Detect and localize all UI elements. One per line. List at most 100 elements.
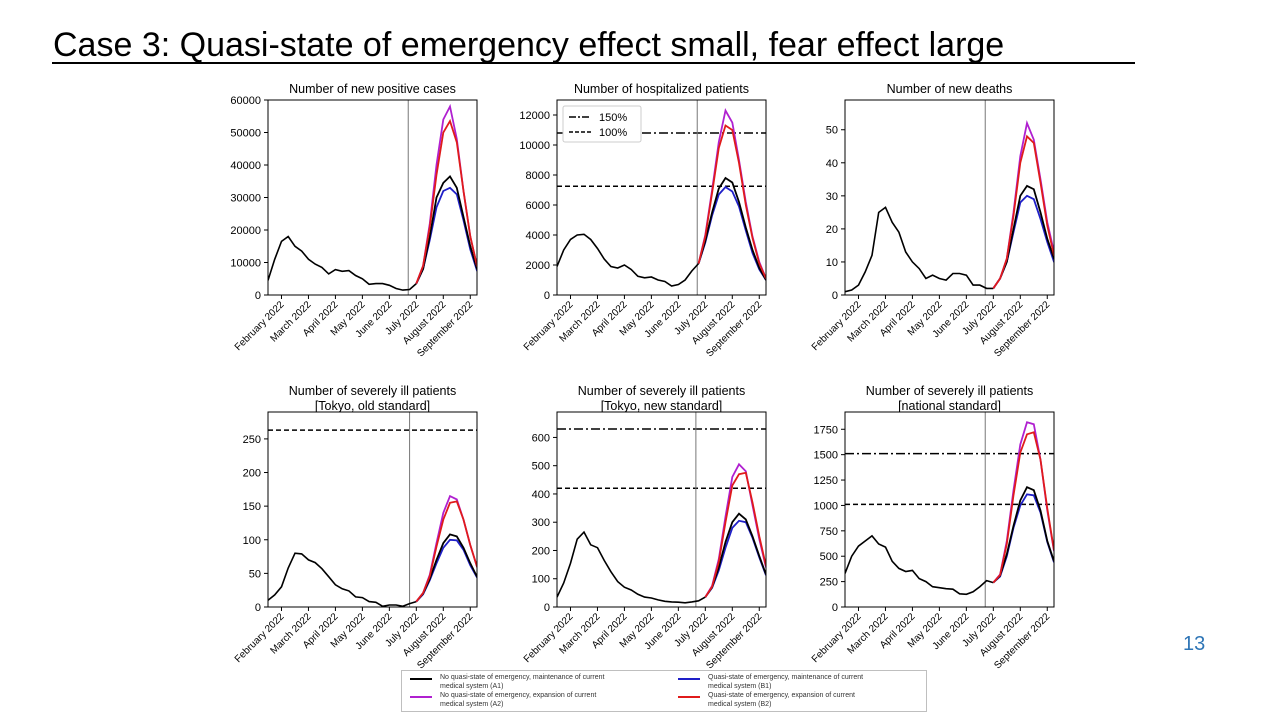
legend-swatch-b1 xyxy=(678,678,700,680)
legend-item-a2: No quasi-state of emergency, expansion o… xyxy=(410,691,610,709)
chart-panel-6: Number of severely ill patients[national… xyxy=(810,384,1055,671)
y-tick-label: 20000 xyxy=(230,225,261,237)
series-line-b2 xyxy=(704,471,766,598)
y-tick-label: 0 xyxy=(544,290,550,302)
y-tick-label: 40000 xyxy=(230,160,261,172)
y-tick-label: 1250 xyxy=(814,475,838,487)
y-tick-label: 500 xyxy=(820,551,838,563)
y-tick-label: 250 xyxy=(820,577,838,589)
y-tick-label: 20 xyxy=(826,224,838,236)
plot-frame xyxy=(267,99,478,296)
y-tick-label: 1000 xyxy=(814,500,838,512)
y-tick-label: 500 xyxy=(532,461,550,473)
chart-title-line: Number of severely ill patients xyxy=(866,384,1033,398)
reference-legend-box xyxy=(562,105,642,143)
y-tick-label: 2000 xyxy=(526,260,550,272)
y-tick-label: 0 xyxy=(544,602,550,614)
y-tick-label: 400 xyxy=(532,489,550,501)
series-line-a1 xyxy=(415,174,477,284)
y-tick-label: 200 xyxy=(243,468,261,480)
y-tick-label: 30000 xyxy=(230,193,261,205)
series-line-b2 xyxy=(992,134,1054,289)
y-tick-label: 50 xyxy=(249,568,261,580)
y-tick-label: 1750 xyxy=(814,424,838,436)
plot-frame xyxy=(556,411,767,608)
y-tick-label: 300 xyxy=(532,517,550,529)
series-line-a2 xyxy=(992,421,1054,584)
y-tick-label: 8000 xyxy=(526,170,550,182)
chart-title-line: Number of new positive cases xyxy=(289,82,456,96)
y-tick-label: 10000 xyxy=(230,258,261,270)
y-tick-label: 12000 xyxy=(519,110,550,122)
series-line-b1 xyxy=(704,519,766,598)
plot-frame xyxy=(844,99,1055,296)
series-line-b2 xyxy=(415,500,477,603)
series-line-a1 xyxy=(415,533,477,603)
y-tick-label: 30 xyxy=(826,191,838,203)
y-tick-label: 0 xyxy=(255,290,261,302)
series-line-b1 xyxy=(415,186,477,284)
y-tick-label: 0 xyxy=(832,602,838,614)
chart-title-line: Number of severely ill patients xyxy=(289,384,456,398)
chart-panel-5: Number of severely ill patients[Tokyo, n… xyxy=(522,384,767,671)
y-tick-label: 200 xyxy=(532,545,550,557)
plot-frame xyxy=(267,411,478,608)
legend-swatch-a1 xyxy=(410,678,432,680)
history-line xyxy=(845,534,994,596)
legend-label-b1: Quasi-state of emergency, maintenance of… xyxy=(708,674,864,690)
y-tick-label: 100 xyxy=(532,574,550,586)
y-tick-label: 6000 xyxy=(526,200,550,212)
plot-frame xyxy=(556,99,767,296)
y-tick-label: 4000 xyxy=(526,230,550,242)
y-tick-label: 1500 xyxy=(814,450,838,462)
history-line xyxy=(845,206,994,293)
reference-legend-label: 100% xyxy=(599,127,627,139)
legend-item-a1: No quasi-state of emergency, maintenance… xyxy=(410,673,610,691)
legend: No quasi-state of emergency, maintenance… xyxy=(401,670,927,712)
chart-title-line: [national standard] xyxy=(898,399,1001,413)
chart-title-line: Number of severely ill patients xyxy=(578,384,745,398)
legend-label-a2: No quasi-state of emergency, expansion o… xyxy=(440,692,597,708)
y-tick-label: 750 xyxy=(820,526,838,538)
history-line xyxy=(268,235,417,291)
y-tick-label: 50 xyxy=(826,125,838,137)
y-tick-label: 100 xyxy=(243,535,261,547)
history-line xyxy=(557,233,700,287)
y-tick-label: 250 xyxy=(243,434,261,446)
chart-title-line: Number of new deaths xyxy=(887,82,1013,96)
history-line xyxy=(557,530,706,604)
slide-title: Case 3: Quasi-state of emergency effect … xyxy=(53,26,1005,64)
page-number: 13 xyxy=(1183,633,1206,655)
chart-panel-2: Number of hospitalized patients 0 2000 4000… xyxy=(519,82,767,359)
legend-item-b2: Quasi-state of emergency, expansion of c… xyxy=(678,691,878,709)
y-tick-label: 0 xyxy=(255,602,261,614)
legend-label-a1: No quasi-state of emergency, maintenance… xyxy=(440,674,605,690)
legend-swatch-a2 xyxy=(410,696,432,698)
series-line-a1 xyxy=(992,486,1054,584)
title-underline xyxy=(52,62,1135,64)
plot-frame xyxy=(844,411,1055,608)
y-tick-label: 40 xyxy=(826,158,838,170)
series-line-b2 xyxy=(415,118,477,284)
y-tick-label: 10000 xyxy=(519,140,550,152)
history-line xyxy=(268,552,417,607)
legend-item-b1: Quasi-state of emergency, maintenance of… xyxy=(678,673,878,691)
reference-legend-label: 150% xyxy=(599,112,627,124)
y-tick-label: 0 xyxy=(832,290,838,302)
y-tick-label: 50000 xyxy=(230,128,261,140)
chart-panel-4: Number of severely ill patients[Tokyo, o… xyxy=(233,384,478,671)
chart-title-line: [Tokyo, old standard] xyxy=(315,399,430,413)
series-line-b2 xyxy=(992,431,1054,584)
chart-panel-1: Number of new positive cases 0 10000 20000 3… xyxy=(230,82,478,359)
series-line-b2 xyxy=(697,124,766,279)
y-tick-label: 10 xyxy=(826,257,838,269)
chart-title-line: Number of hospitalized patients xyxy=(574,82,749,96)
y-tick-label: 60000 xyxy=(230,95,261,107)
y-tick-label: 600 xyxy=(532,432,550,444)
series-line-b1 xyxy=(697,185,766,281)
chart-title-line: [Tokyo, new standard] xyxy=(601,399,723,413)
legend-swatch-b2 xyxy=(678,696,700,698)
chart-panel-3: Number of new deaths01020304050February … xyxy=(810,82,1055,359)
y-tick-label: 150 xyxy=(243,501,261,513)
legend-label-b2: Quasi-state of emergency, expansion of c… xyxy=(708,692,855,708)
